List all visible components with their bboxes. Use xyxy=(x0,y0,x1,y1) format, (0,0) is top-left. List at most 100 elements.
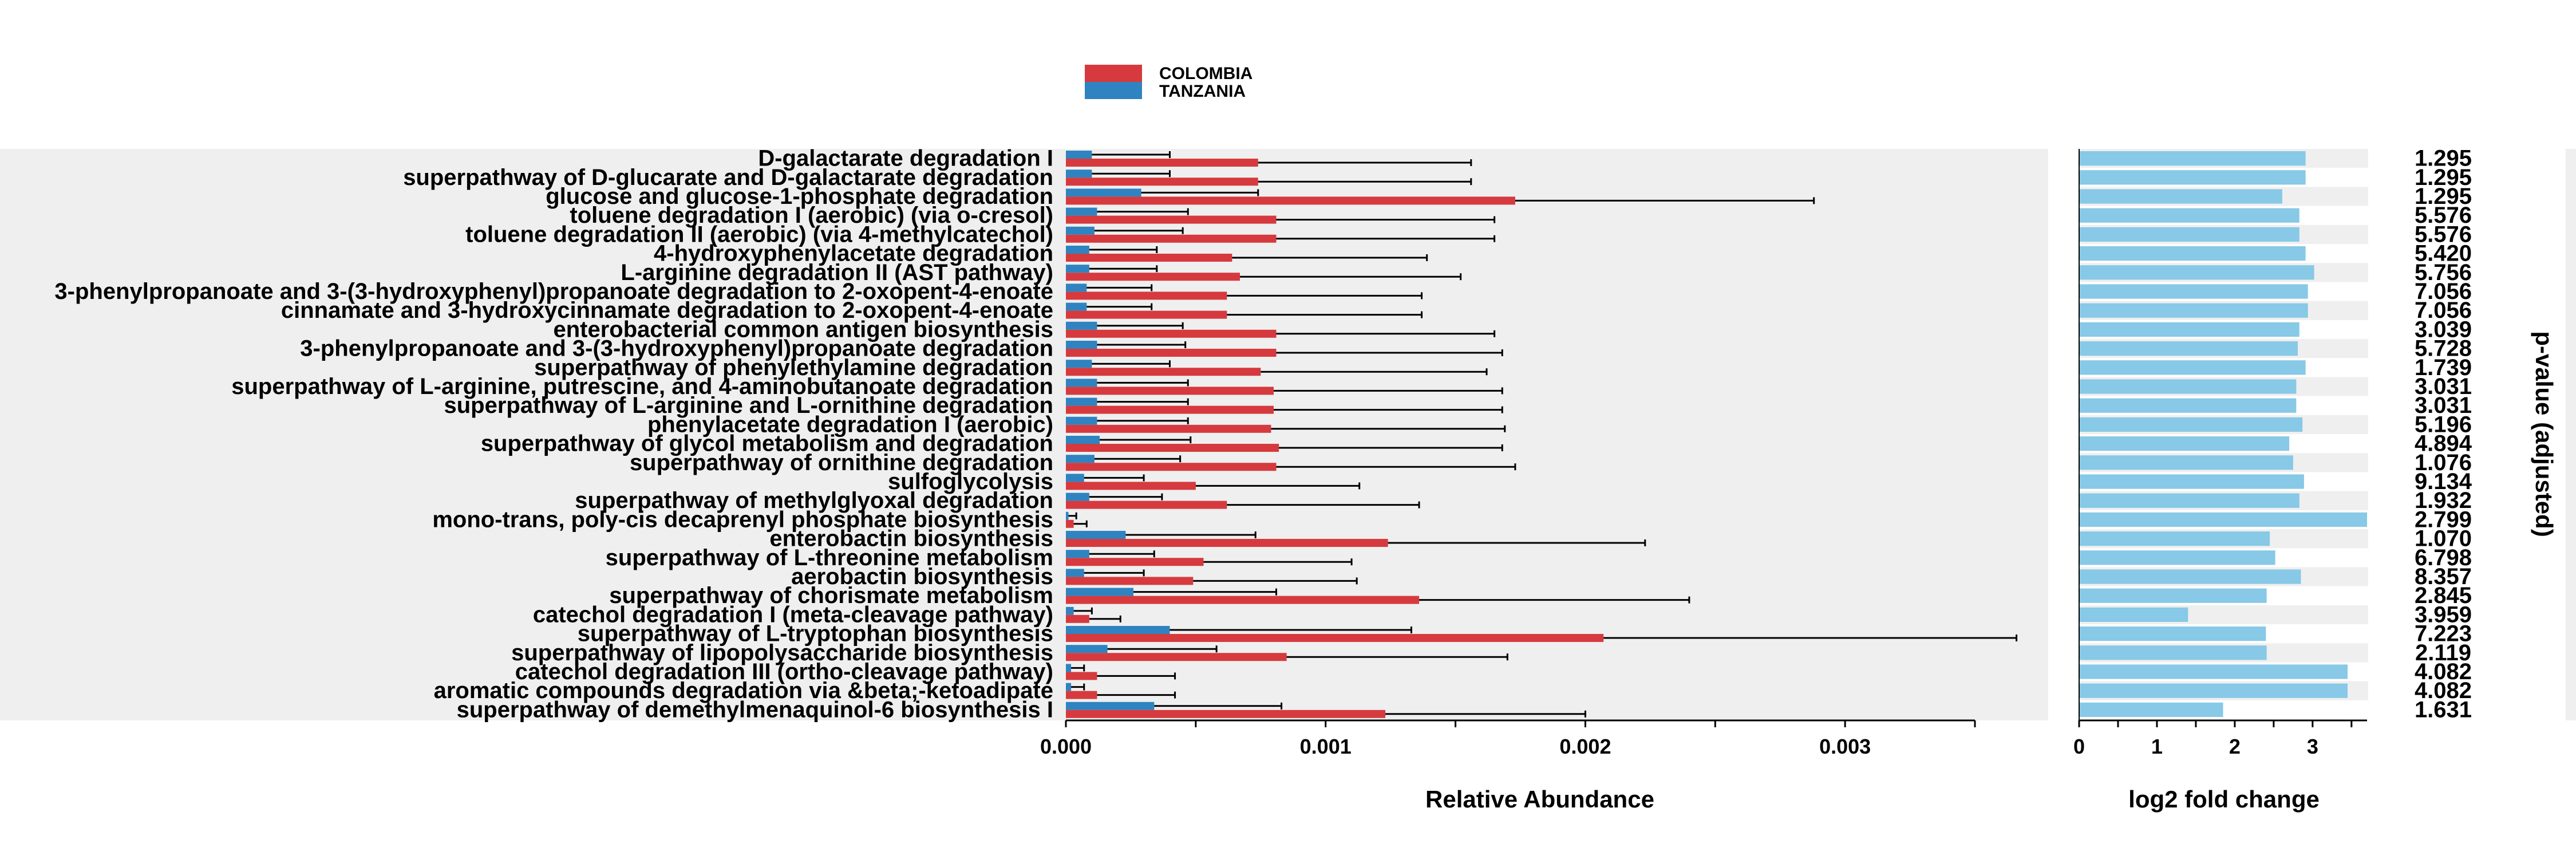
fold-change-bar xyxy=(2079,303,2308,318)
pathway-label: aromatic compounds degradation via &beta… xyxy=(434,678,1053,703)
fold-change-bar xyxy=(2079,493,2300,508)
p-value-label: 1.295 xyxy=(2415,165,2472,190)
p-value-label: 7.056 xyxy=(2415,298,2472,323)
legend-label-tanzania: TANZANIA xyxy=(1159,82,1246,101)
fold-change-bar xyxy=(2079,170,2306,185)
fold-change-bars xyxy=(2079,151,2367,717)
bar-tanzania xyxy=(1066,492,1089,501)
bar-tanzania xyxy=(1066,283,1087,292)
bar-tanzania xyxy=(1066,588,1133,596)
legend-swatch-colombia xyxy=(1085,65,1142,82)
right-edge-strip xyxy=(2566,149,2576,720)
bar-colombia xyxy=(1066,254,1232,262)
fold-change-tick-label: 0 xyxy=(2073,735,2085,758)
legend-label-colombia: COLOMBIA xyxy=(1159,64,1253,83)
p-value-label: 1.631 xyxy=(2415,697,2472,722)
pathway-label: aerobactin biosynthesis xyxy=(791,564,1053,589)
p-value-label: 4.082 xyxy=(2415,678,2472,703)
fold-change-bar xyxy=(2079,474,2304,489)
bar-tanzania xyxy=(1066,265,1089,273)
bar-colombia xyxy=(1066,234,1277,243)
bar-tanzania xyxy=(1066,606,1074,615)
pathway-label: superpathway of demethylmenaquinol-6 bio… xyxy=(457,697,1053,722)
fold-change-bar xyxy=(2079,151,2306,166)
bar-tanzania xyxy=(1066,626,1170,634)
p-value-label: 5.728 xyxy=(2415,336,2472,361)
p-value-label: 1.076 xyxy=(2415,450,2472,475)
bar-colombia xyxy=(1066,558,1204,566)
abundance-tick-label: 0.001 xyxy=(1300,735,1352,758)
fold-change-bar xyxy=(2079,645,2267,660)
pathway-label: superpathway of methylglyoxal degradatio… xyxy=(575,488,1053,513)
fold-change-bar xyxy=(2079,607,2188,622)
p-value-label: 6.798 xyxy=(2415,545,2472,570)
p-value-label: 5.420 xyxy=(2415,241,2472,266)
bar-colombia xyxy=(1066,310,1227,319)
pathway-label: superpathway of ornithine degradation xyxy=(630,450,1053,475)
fold-change-axis-title: log2 fold change xyxy=(2128,786,2320,813)
p-value-label: 2.119 xyxy=(2415,640,2471,665)
bar-colombia xyxy=(1066,596,1420,604)
bar-tanzania xyxy=(1066,511,1069,520)
pathway-label: 3-phenylpropanoate and 3-(3-hydroxypheny… xyxy=(300,336,1053,361)
pathway-label: toluene degradation I (aerobic) (via o-c… xyxy=(570,203,1053,228)
pathway-label: superpathway of L-arginine, putrescine, … xyxy=(231,374,1053,399)
right-panel-background xyxy=(2078,149,2369,720)
bar-tanzania xyxy=(1066,321,1097,330)
bar-colombia xyxy=(1066,196,1515,205)
p-value-label: 4.082 xyxy=(2415,659,2472,684)
bar-tanzania xyxy=(1066,664,1072,672)
fold-change-bar xyxy=(2079,246,2306,261)
bar-tanzania xyxy=(1066,531,1126,539)
fold-change-x-axis: 0 1 2 3 xyxy=(2073,149,2367,758)
pathway-label: 3-phenylpropanoate and 3-(3-hydroxypheny… xyxy=(54,279,1053,304)
pathway-label: L-arginine degradation II (AST pathway) xyxy=(621,260,1053,285)
fold-change-bar xyxy=(2079,398,2297,413)
fold-change-bar xyxy=(2079,322,2300,337)
legend-swatch-tanzania xyxy=(1085,82,1142,99)
bar-colombia xyxy=(1066,577,1194,585)
bar-tanzania xyxy=(1066,550,1089,558)
bar-colombia xyxy=(1066,672,1097,680)
bar-tanzania xyxy=(1066,683,1072,691)
p-value-label: 3.031 xyxy=(2415,374,2472,399)
bar-colombia xyxy=(1066,482,1196,490)
bar-colombia xyxy=(1066,463,1277,471)
fold-change-bar xyxy=(2079,569,2301,584)
p-value-label: 5.756 xyxy=(2415,260,2472,285)
bar-tanzania xyxy=(1066,170,1092,178)
p-value-label: 3.031 xyxy=(2415,393,2472,418)
p-value-label: 1.295 xyxy=(2415,146,2472,171)
fold-change-bar xyxy=(2079,531,2270,546)
p-value-labels: 1.2951.2951.2955.5765.5765.4205.7567.056… xyxy=(2415,146,2472,723)
bar-colombia xyxy=(1066,691,1097,699)
p-value-label: 1.070 xyxy=(2415,526,2472,551)
fold-change-bar xyxy=(2079,265,2314,280)
p-value-title: p-value (adjusted) xyxy=(2531,331,2558,537)
pathway-label: superpathway of D-glucarate and D-galact… xyxy=(403,165,1053,190)
bar-colombia xyxy=(1066,291,1227,300)
fold-change-bar xyxy=(2079,626,2266,641)
pathway-label: enterobactin biosynthesis xyxy=(769,526,1053,551)
bar-colombia xyxy=(1066,424,1271,433)
bar-colombia xyxy=(1066,159,1258,167)
p-value-label: 9.134 xyxy=(2415,469,2472,494)
fold-change-bar xyxy=(2079,360,2306,375)
legend: COLOMBIA TANZANIA xyxy=(1085,64,1253,101)
p-value-label: 1.295 xyxy=(2415,184,2472,209)
pathway-label: superpathway of L-threonine metabolism xyxy=(606,545,1053,570)
fold-change-bar xyxy=(2079,512,2367,527)
pathway-label: catechol degradation III (ortho-cleavage… xyxy=(515,659,1053,684)
bar-tanzania xyxy=(1066,360,1092,368)
bar-tanzania xyxy=(1066,569,1084,577)
abundance-x-axis: 0.000 0.001 0.002 0.003 xyxy=(1040,719,1976,758)
bar-colombia xyxy=(1066,349,1277,357)
fold-change-bar xyxy=(2079,702,2223,717)
fold-change-bar xyxy=(2079,683,2348,698)
p-value-label: 5.196 xyxy=(2415,412,2472,437)
pathway-label: cinnamate and 3-hydroxycinnamate degrada… xyxy=(281,298,1053,323)
fold-change-bar xyxy=(2079,664,2348,679)
bar-colombia xyxy=(1066,653,1287,661)
pathway-label: 4-hydroxyphenylacetate degradation xyxy=(654,241,1053,266)
bar-colombia xyxy=(1066,178,1258,186)
